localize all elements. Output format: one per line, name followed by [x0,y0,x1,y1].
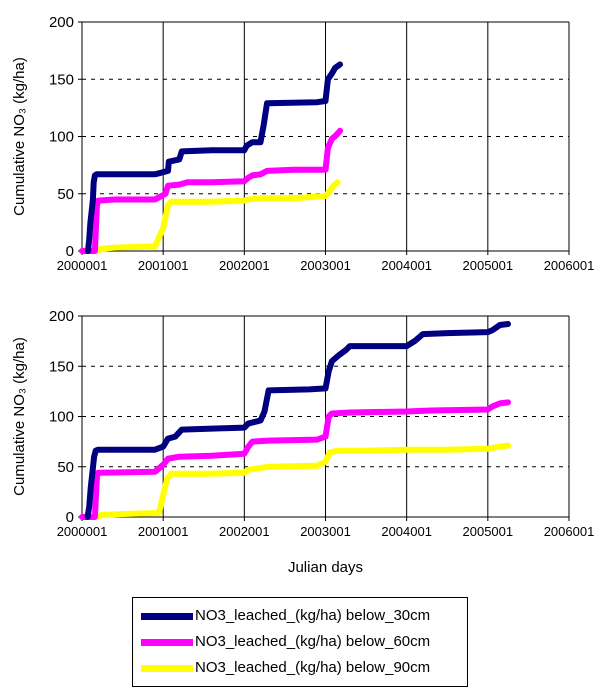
charts-canvas: 0 50 100 150 200 2000001 2001001 2002001 2003001… [11,14,594,576]
x-tick-label: 2000001 [57,524,108,539]
legend-label-60cm: NO3_leached_(kg/ha) below_60cm [195,633,431,650]
legend-item-60cm: NO3_leached_(kg/ha) below_60cm [133,632,467,654]
series-line-60cm [79,127,343,254]
y-tick-label: 100 [49,409,74,426]
series-line-30cm [85,61,343,254]
y-tick-label: 50 [57,459,74,476]
chart-2: 0 50 100 150 200 2000001 2001001 2002001 2003001… [11,308,594,576]
x-tick-label: 2006001 [544,258,595,273]
legend-item-30cm: NO3_leached_(kg/ha) below_30cm [133,606,467,628]
x-tick-label: 2002001 [219,258,270,273]
y-tick-label: 100 [49,129,74,146]
y-tick-label: 200 [49,308,74,325]
y-tick-label: 50 [57,186,74,203]
y-axis-label: Cumulative NO₃ (kg/ha) [11,337,28,496]
x-tick-label: 2004001 [381,524,432,539]
legend-label-30cm: NO3_leached_(kg/ha) below_30cm [195,607,431,624]
series-line-60cm [79,399,511,520]
x-tick-label: 2003001 [300,258,351,273]
y-tick-label: 200 [49,14,74,31]
series-line-90cm [79,442,511,520]
series-line-30cm [84,321,511,520]
chart-1: 0 50 100 150 200 2000001 2001001 2002001 2003001… [11,14,594,273]
x-tick-label: 2005001 [463,258,514,273]
x-tick-label: 2000001 [57,258,108,273]
y-tick-label: 150 [49,71,74,88]
x-tick-label: 2001001 [138,258,189,273]
y-tick-label: 0 [66,509,74,526]
x-tick-label: 2003001 [300,524,351,539]
x-tick-label: 2001001 [138,524,189,539]
y-axis-label: Cumulative NO₃ (kg/ha) [11,57,28,216]
legend-swatch-60cm [141,639,193,646]
legend-swatch-30cm [141,613,193,620]
legend: NO3_leached_(kg/ha) below_30cm NO3_leach… [132,597,468,687]
series-line-90cm [79,179,341,254]
y-tick-label: 0 [66,243,74,260]
legend-swatch-90cm [141,665,193,672]
x-tick-label: 2004001 [381,258,432,273]
legend-item-90cm: NO3_leached_(kg/ha) below_90cm [133,658,467,680]
x-tick-label: 2006001 [544,524,595,539]
x-tick-label: 2002001 [219,524,270,539]
y-tick-label: 150 [49,358,74,375]
x-tick-label: 2005001 [463,524,514,539]
x-axis-label: Julian days [288,559,363,576]
legend-label-90cm: NO3_leached_(kg/ha) below_90cm [195,659,431,676]
